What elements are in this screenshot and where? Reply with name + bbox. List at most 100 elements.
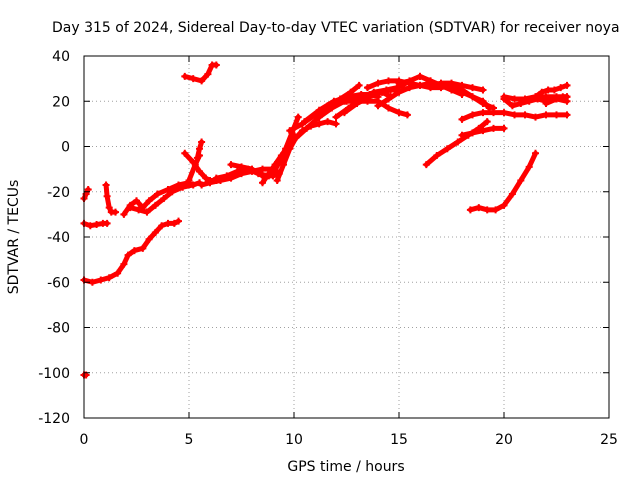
data-point (175, 217, 182, 225)
data-point (490, 109, 497, 117)
data-point (154, 190, 161, 198)
data-point (120, 210, 128, 218)
data-point (198, 138, 206, 146)
data-point (483, 206, 491, 214)
data-point (385, 95, 392, 103)
data-point (206, 179, 214, 187)
data-point (145, 197, 153, 205)
data-point (227, 161, 235, 169)
data-point (490, 124, 497, 132)
data-point (294, 113, 302, 121)
data-point (448, 86, 455, 94)
x-tick-label: 5 (185, 432, 194, 448)
series-arc-3 (102, 181, 119, 216)
data-point (124, 251, 132, 259)
data-point (427, 81, 434, 89)
data-point (542, 93, 550, 101)
data-point (198, 181, 206, 189)
data-point (273, 176, 281, 184)
data-point (458, 88, 466, 96)
data-point (479, 127, 487, 135)
data-point (143, 208, 151, 216)
data-point (385, 104, 392, 112)
data-point (332, 113, 340, 121)
data-point (189, 181, 197, 189)
series-track (81, 218, 181, 285)
data-point (532, 149, 539, 157)
data-point (179, 183, 187, 191)
series-arc-32 (466, 149, 539, 214)
data-point (479, 109, 487, 117)
data-point (102, 181, 110, 189)
data-point (521, 95, 529, 103)
data-point (437, 79, 445, 87)
data-point (164, 219, 172, 227)
data-point (196, 167, 203, 175)
x-tick-label: 20 (495, 432, 513, 448)
data-point (238, 163, 245, 171)
y-tick-label: 0 (61, 140, 70, 156)
data-point (355, 81, 363, 89)
data-point (185, 176, 193, 184)
data-point (500, 109, 508, 117)
data-point (97, 276, 105, 284)
data-point (416, 81, 424, 89)
data-point (374, 102, 382, 110)
data-point (500, 124, 508, 132)
data-point (500, 93, 508, 101)
data-point (378, 88, 386, 96)
data-point (443, 145, 451, 153)
series-arc-2 (80, 219, 111, 230)
series-arc-34 (532, 81, 571, 101)
data-point (544, 86, 552, 94)
data-point (469, 129, 476, 137)
series-arc-31 (458, 124, 508, 139)
data-point (458, 131, 466, 139)
data-point (500, 201, 508, 209)
data-point (223, 172, 231, 180)
series-arc-4 (80, 217, 182, 286)
data-point (553, 111, 560, 119)
data-point (168, 188, 176, 196)
y-tick-label: -120 (38, 411, 70, 427)
data-point (303, 124, 311, 132)
series-arc-7 (126, 179, 203, 216)
data-point (105, 204, 113, 212)
data-point (521, 111, 529, 119)
data-point (511, 95, 518, 103)
data-point (158, 222, 166, 230)
y-tick-label: -20 (47, 185, 70, 201)
data-point (340, 109, 348, 117)
data-point (324, 118, 332, 126)
grid-lines (84, 56, 609, 418)
y-tick-label: 40 (52, 49, 70, 65)
data-point (454, 138, 462, 146)
data-point (469, 111, 476, 119)
data-point (330, 97, 338, 105)
data-point (93, 221, 101, 229)
data-point (532, 113, 539, 121)
x-tick-label: 0 (80, 432, 89, 448)
data-point (416, 72, 424, 80)
data-point (406, 84, 413, 92)
data-point (557, 84, 565, 92)
data-point (280, 161, 287, 169)
data-point (105, 274, 113, 282)
data-point (475, 204, 483, 212)
data-point (395, 79, 403, 87)
data-point (212, 61, 220, 69)
data-point (189, 158, 197, 166)
data-point (282, 145, 290, 153)
data-point (196, 145, 203, 153)
data-point (130, 247, 138, 255)
data-point (301, 118, 308, 126)
data-point (469, 84, 476, 92)
data-point (151, 228, 159, 236)
data-point (315, 106, 323, 114)
series-arc-36 (542, 95, 571, 108)
data-point (511, 111, 518, 119)
data-point (126, 204, 134, 212)
series-arc-28 (427, 79, 487, 94)
data-point (492, 206, 500, 214)
y-tick-label: -100 (38, 366, 70, 382)
